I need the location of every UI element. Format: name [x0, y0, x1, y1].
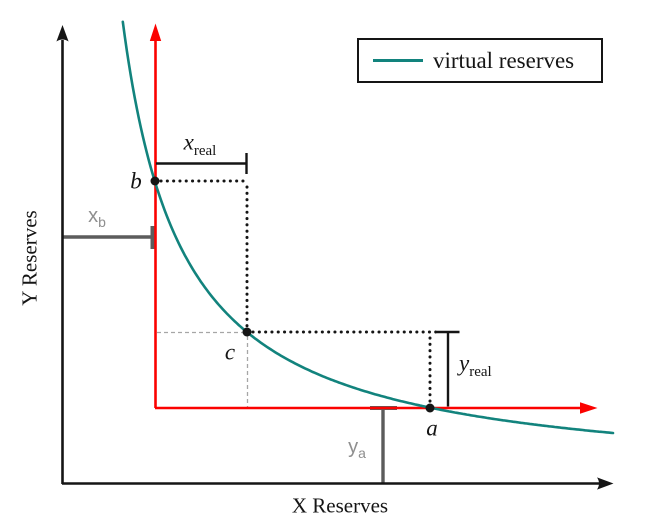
- point-b-label: b: [130, 168, 142, 194]
- y-axis-title: Y Reserves: [17, 210, 42, 306]
- x-b-label-base: x: [88, 205, 99, 227]
- virtual-x-axis-arrowhead-icon: [580, 402, 598, 414]
- real-x-axis-arrowhead-icon: [597, 477, 614, 490]
- y-real-label-sub: real: [469, 364, 492, 381]
- point-a-dot: [425, 403, 435, 413]
- x-real-label-base: x: [183, 129, 194, 155]
- x-b-label: xb: [88, 205, 106, 229]
- legend-box: virtual reserves: [357, 38, 603, 83]
- legend-label: virtual reserves: [433, 47, 575, 73]
- point-b-dot: [150, 176, 160, 186]
- x-real-label: xreal: [183, 129, 217, 159]
- virtual-reserves-curve: [121, 20, 615, 435]
- point-a-label: a: [426, 415, 438, 441]
- y-real-label: yreal: [459, 350, 492, 380]
- y-a-label-sub: a: [358, 445, 366, 461]
- legend-line-sample: [373, 59, 423, 62]
- x-real-label-sub: real: [193, 143, 217, 160]
- x-b-label-sub: b: [98, 214, 106, 230]
- point-c-label: c: [224, 339, 236, 365]
- y-a-label-base: y: [348, 436, 359, 458]
- point-c-dot: [242, 327, 252, 337]
- marked-points: [150, 176, 435, 413]
- y-a-label: ya: [348, 436, 366, 460]
- x-axis-title: X Reserves: [291, 493, 389, 518]
- virtual-y-axis-arrowhead-icon: [149, 23, 162, 41]
- y-real-label-base: y: [459, 350, 470, 376]
- real-y-axis-arrowhead-icon: [56, 25, 69, 42]
